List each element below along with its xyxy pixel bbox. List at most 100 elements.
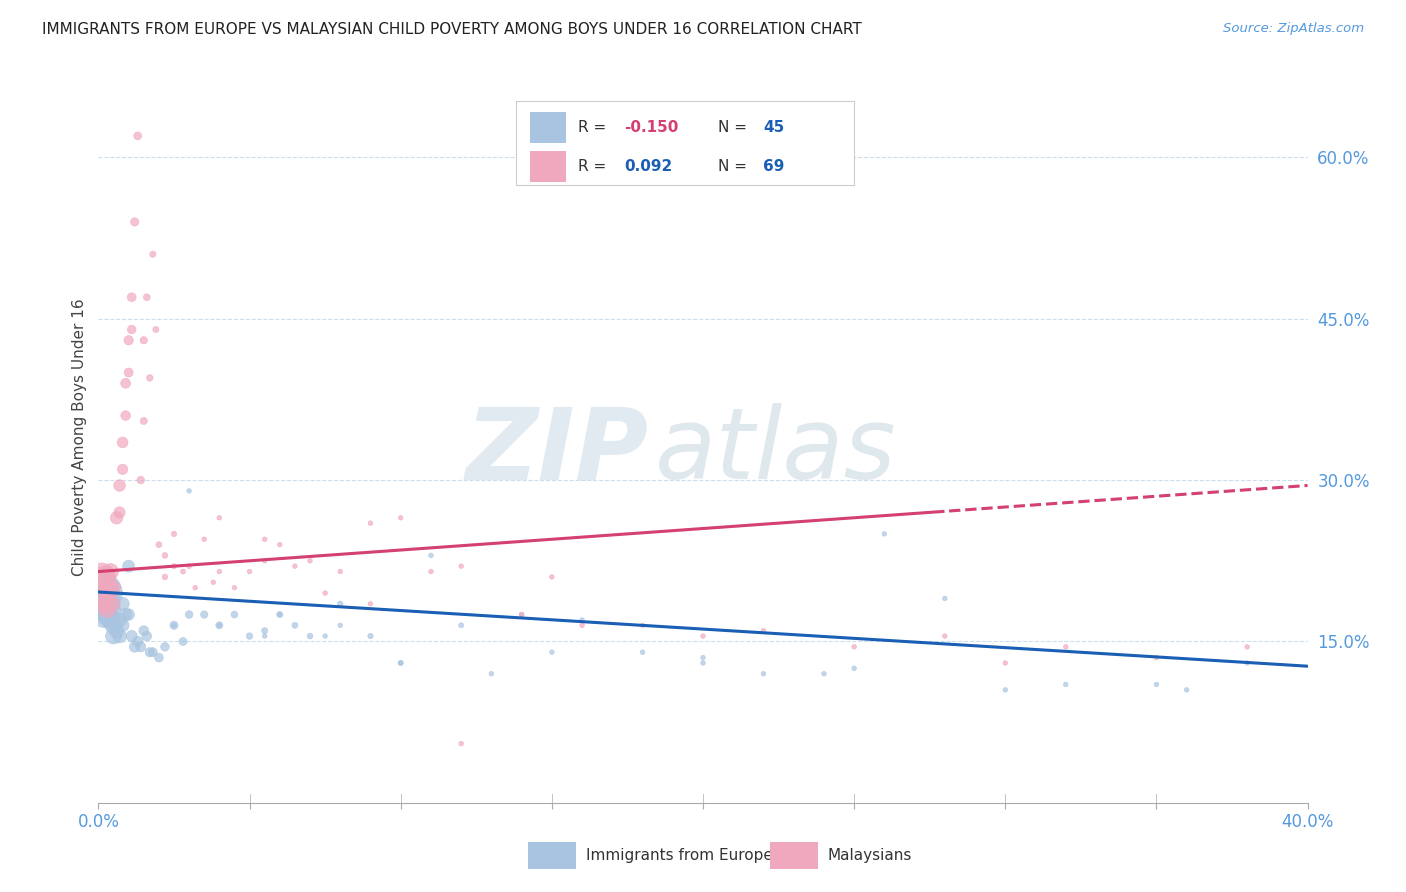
Point [253,624,276,638]
Point [450,618,472,632]
Point [179,483,201,498]
Point [139,645,162,659]
Point [96,602,118,616]
Point [631,645,654,659]
Point [752,624,775,638]
Point [105,510,128,524]
Point [163,618,186,632]
Point [108,613,131,627]
Y-axis label: Child Poverty Among Boys Under 16: Child Poverty Among Boys Under 16 [72,298,87,576]
Point [224,607,246,622]
Point [111,435,134,450]
Point [239,565,262,579]
Point [103,597,125,611]
Point [873,527,896,541]
Point [224,581,246,595]
Point [1144,677,1167,691]
Point [540,570,562,584]
Point [994,656,1017,670]
Point [153,549,176,563]
Point [111,618,134,632]
Point [450,559,472,574]
Point [389,510,412,524]
Text: N =: N = [717,120,751,135]
Point [994,682,1017,697]
Point [145,322,167,336]
Point [420,549,443,563]
Point [118,333,141,347]
Point [114,376,136,391]
Text: atlas: atlas [655,403,896,500]
Point [510,607,533,622]
Point [93,581,115,595]
Text: 69: 69 [763,159,785,174]
Point [90,586,112,600]
Text: 45: 45 [763,120,785,135]
Point [96,581,118,595]
Point [93,570,115,584]
Point [184,581,207,595]
Point [93,597,115,611]
Point [450,737,472,751]
Point [118,366,141,380]
Point [571,613,593,627]
Point [103,629,125,643]
Point [148,538,170,552]
Text: Immigrants from Europe: Immigrants from Europe [586,848,772,863]
Point [208,618,231,632]
Text: Source: ZipAtlas.com: Source: ZipAtlas.com [1223,22,1364,36]
Point [269,538,291,552]
Point [540,645,562,659]
Point [121,290,143,304]
Point [208,565,231,579]
Point [631,618,654,632]
Point [100,565,122,579]
Point [142,645,165,659]
Point [284,559,307,574]
Point [90,591,112,606]
Point [124,215,146,229]
Point [329,565,352,579]
Point [179,559,201,574]
Point [135,629,157,643]
Point [127,128,149,143]
Point [208,510,231,524]
Point [118,559,141,574]
Point [813,666,835,681]
Point [1236,640,1258,654]
Point [1054,640,1077,654]
Point [132,333,155,347]
Point [329,618,352,632]
Point [127,634,149,648]
Point [420,565,443,579]
Point [193,607,215,622]
Text: Malaysians: Malaysians [828,848,912,863]
Point [121,322,143,336]
Point [934,629,956,643]
Point [389,656,412,670]
Point [132,624,155,638]
Point [96,607,118,622]
Point [108,505,131,519]
Point [269,607,291,622]
Point [153,570,176,584]
Point [118,607,141,622]
Point [692,656,714,670]
Text: R =: R = [578,120,612,135]
Point [111,462,134,476]
Point [360,516,382,530]
Point [1144,650,1167,665]
Bar [530,112,567,143]
Point [96,591,118,606]
Point [111,597,134,611]
Point [100,602,122,616]
Point [135,290,157,304]
Point [90,570,112,584]
Point [132,414,155,428]
Point [510,607,533,622]
Point [100,586,122,600]
Point [105,624,128,638]
Point [163,559,186,574]
Point [314,629,336,643]
Point [100,613,122,627]
